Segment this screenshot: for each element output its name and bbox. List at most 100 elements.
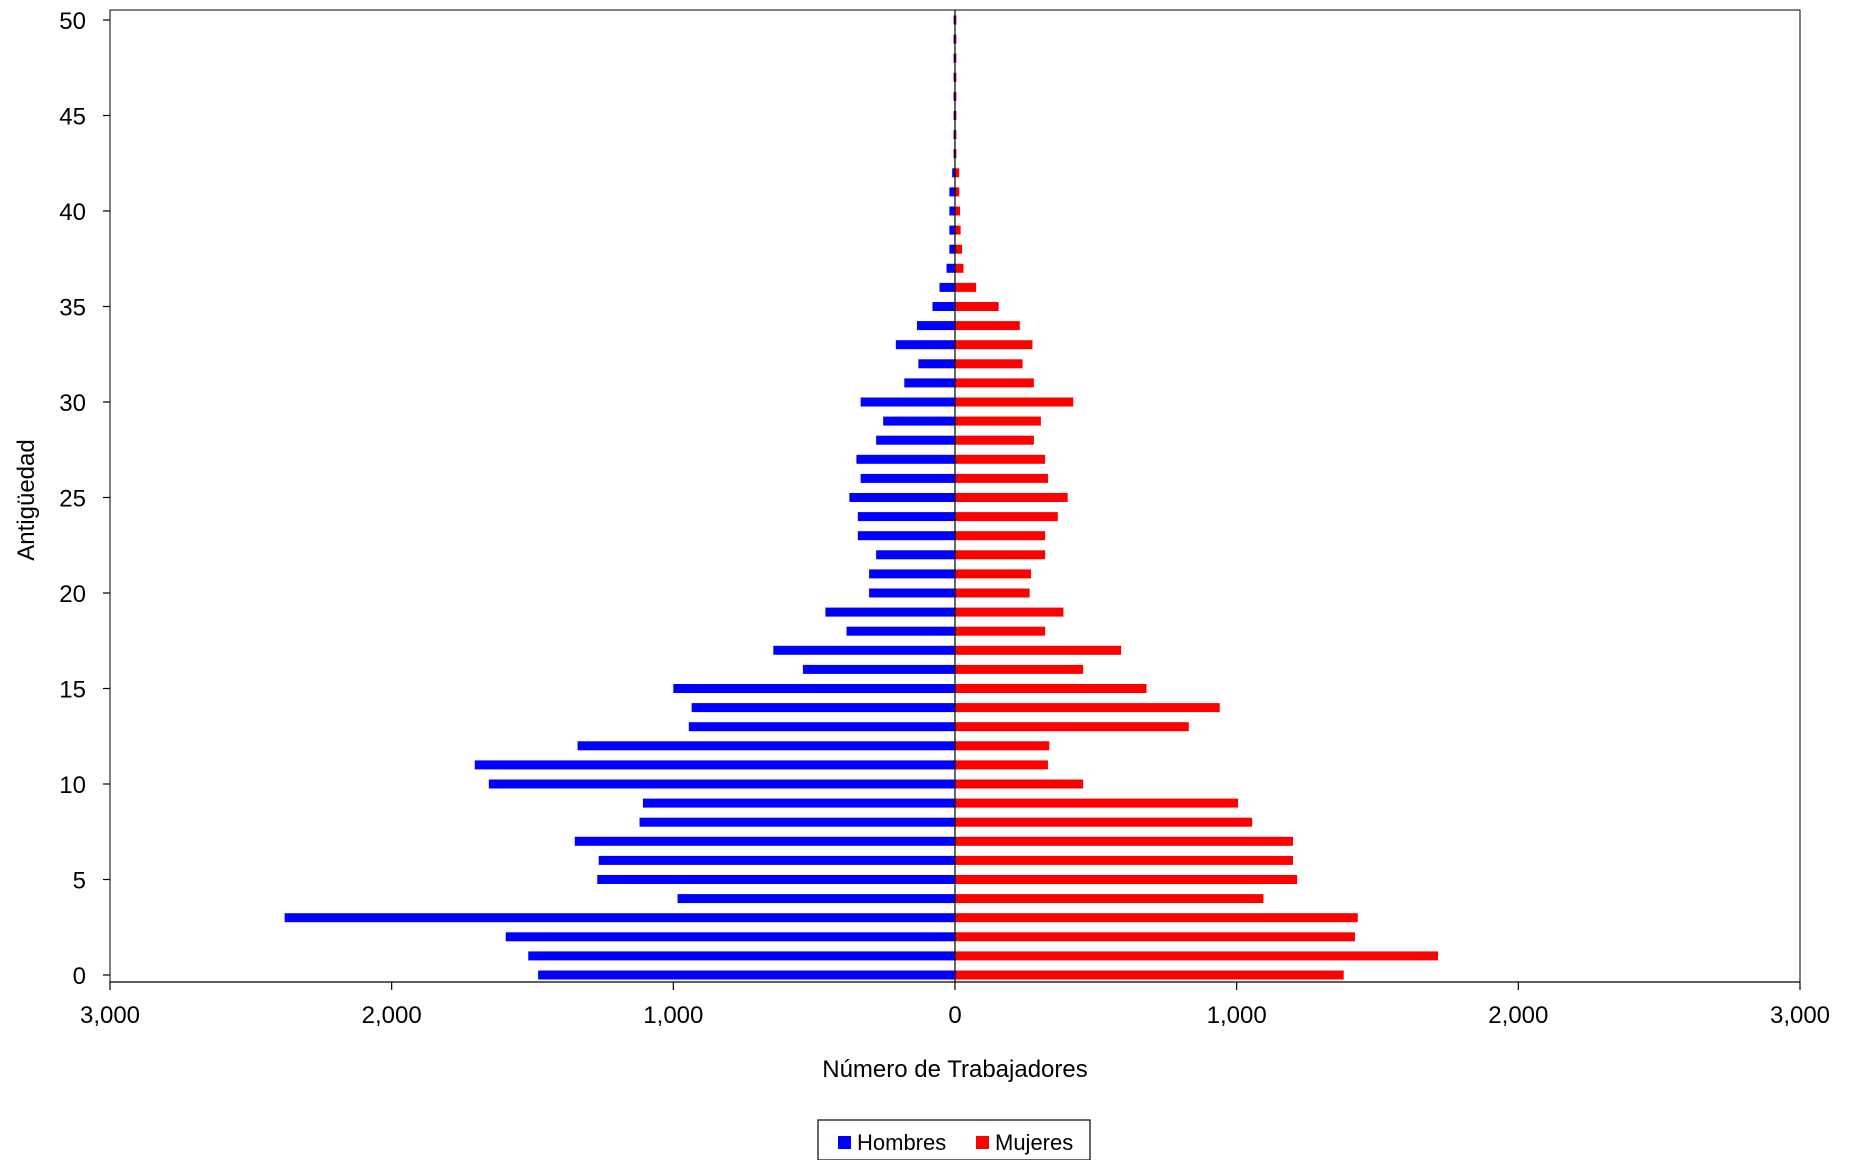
bar-hombres-14 [691,703,955,713]
bar-mujeres-33 [955,340,1033,350]
bar-hombres-7 [574,836,955,846]
bar-mujeres-17 [955,645,1122,655]
bar-hombres-17 [773,645,955,655]
bar-hombres-46 [953,91,955,101]
bar-mujeres-47 [955,72,957,82]
bar-hombres-10 [488,779,955,789]
y-tick-label: 5 [73,868,86,895]
bar-mujeres-12 [955,741,1050,751]
x-tick-label: 3,000 [1770,1002,1830,1029]
x-tick-label: 2,000 [362,1002,422,1029]
bar-mujeres-42 [955,168,960,178]
bar-hombres-31 [904,378,955,388]
bar-mujeres-5 [955,875,1298,884]
y-tick-label: 45 [59,104,86,131]
bar-hombres-11 [474,760,955,770]
bar-hombres-1 [528,951,955,961]
bar-hombres-2 [505,932,955,942]
bar-hombres-40 [949,206,955,216]
bar-mujeres-46 [955,91,957,101]
bar-mujeres-15 [955,684,1147,693]
bar-mujeres-25 [955,493,1068,502]
y-tick-label: 35 [59,295,86,322]
bar-hombres-47 [953,72,955,82]
bar-mujeres-22 [955,550,1046,560]
legend-box [817,1119,1091,1160]
bar-mujeres-40 [955,206,961,216]
bar-mujeres-30 [955,397,1074,407]
bar-mujeres-50 [955,15,957,25]
bar-hombres-27 [856,454,955,464]
bar-hombres-3 [284,913,956,923]
bar-mujeres-1 [955,951,1439,961]
bar-mujeres-41 [955,187,960,197]
bar-mujeres-28 [955,435,1034,445]
bar-mujeres-11 [955,760,1048,770]
bar-hombres-26 [860,473,955,483]
bar-mujeres-13 [955,722,1189,732]
bar-mujeres-38 [955,244,963,254]
bar-hombres-16 [802,664,955,674]
x-tick-label: 3,000 [80,1002,140,1029]
series-hombres-bars [284,15,956,980]
y-tick-label: 15 [59,677,86,704]
bar-hombres-20 [869,588,955,598]
bar-hombres-29 [883,416,955,426]
bar-mujeres-0 [955,970,1344,980]
legend-label-mujeres: Mujeres [995,1130,1073,1155]
bar-hombres-21 [869,569,955,579]
bar-mujeres-23 [955,531,1046,541]
bar-mujeres-39 [955,225,961,235]
bar-mujeres-8 [955,817,1253,827]
bar-hombres-49 [953,34,955,44]
bar-mujeres-45 [955,111,957,120]
bar-mujeres-19 [955,607,1064,617]
bar-hombres-32 [918,359,955,369]
bar-hombres-4 [677,894,955,904]
bar-hombres-45 [953,111,955,120]
bar-mujeres-24 [955,512,1058,522]
bar-mujeres-49 [955,34,957,44]
x-tick-label: 2,000 [1488,1002,1548,1029]
bar-hombres-38 [949,244,955,254]
bar-hombres-22 [876,550,955,560]
bar-mujeres-21 [955,569,1032,579]
bar-hombres-37 [946,263,955,273]
bar-hombres-41 [949,187,955,197]
y-tick-label: 10 [59,772,86,799]
bar-mujeres-48 [955,53,957,63]
x-axis-title: Número de Trabajadores [822,1056,1087,1083]
legend-swatch-hombres [838,1136,851,1149]
bar-hombres-44 [953,130,955,140]
x-tick-label: 0 [948,1002,961,1029]
bar-hombres-5 [597,875,955,884]
y-tick-label: 40 [59,199,86,226]
y-tick-label: 30 [59,390,86,417]
bar-mujeres-37 [955,263,964,273]
bar-mujeres-29 [955,416,1041,426]
bar-mujeres-2 [955,932,1355,942]
bar-mujeres-35 [955,302,999,311]
bar-hombres-0 [538,970,955,980]
bar-mujeres-26 [955,473,1048,483]
bar-hombres-28 [876,435,955,445]
bar-mujeres-34 [955,321,1020,331]
bar-mujeres-10 [955,779,1084,789]
bar-hombres-9 [642,798,955,808]
x-tick-label: 1,000 [1207,1002,1267,1029]
bar-mujeres-43 [955,149,957,159]
bar-hombres-30 [860,397,955,407]
bar-mujeres-36 [955,282,977,292]
bar-hombres-50 [953,15,955,25]
bar-hombres-23 [857,531,955,541]
bar-mujeres-3 [955,913,1358,923]
bar-mujeres-4 [955,894,1264,904]
bar-mujeres-9 [955,798,1239,808]
legend-swatch-mujeres [976,1136,989,1149]
bar-hombres-35 [932,302,955,311]
bar-mujeres-32 [955,359,1023,369]
bar-hombres-19 [825,607,955,617]
bar-hombres-42 [952,168,955,178]
bar-mujeres-7 [955,836,1293,846]
bar-hombres-18 [846,626,955,636]
